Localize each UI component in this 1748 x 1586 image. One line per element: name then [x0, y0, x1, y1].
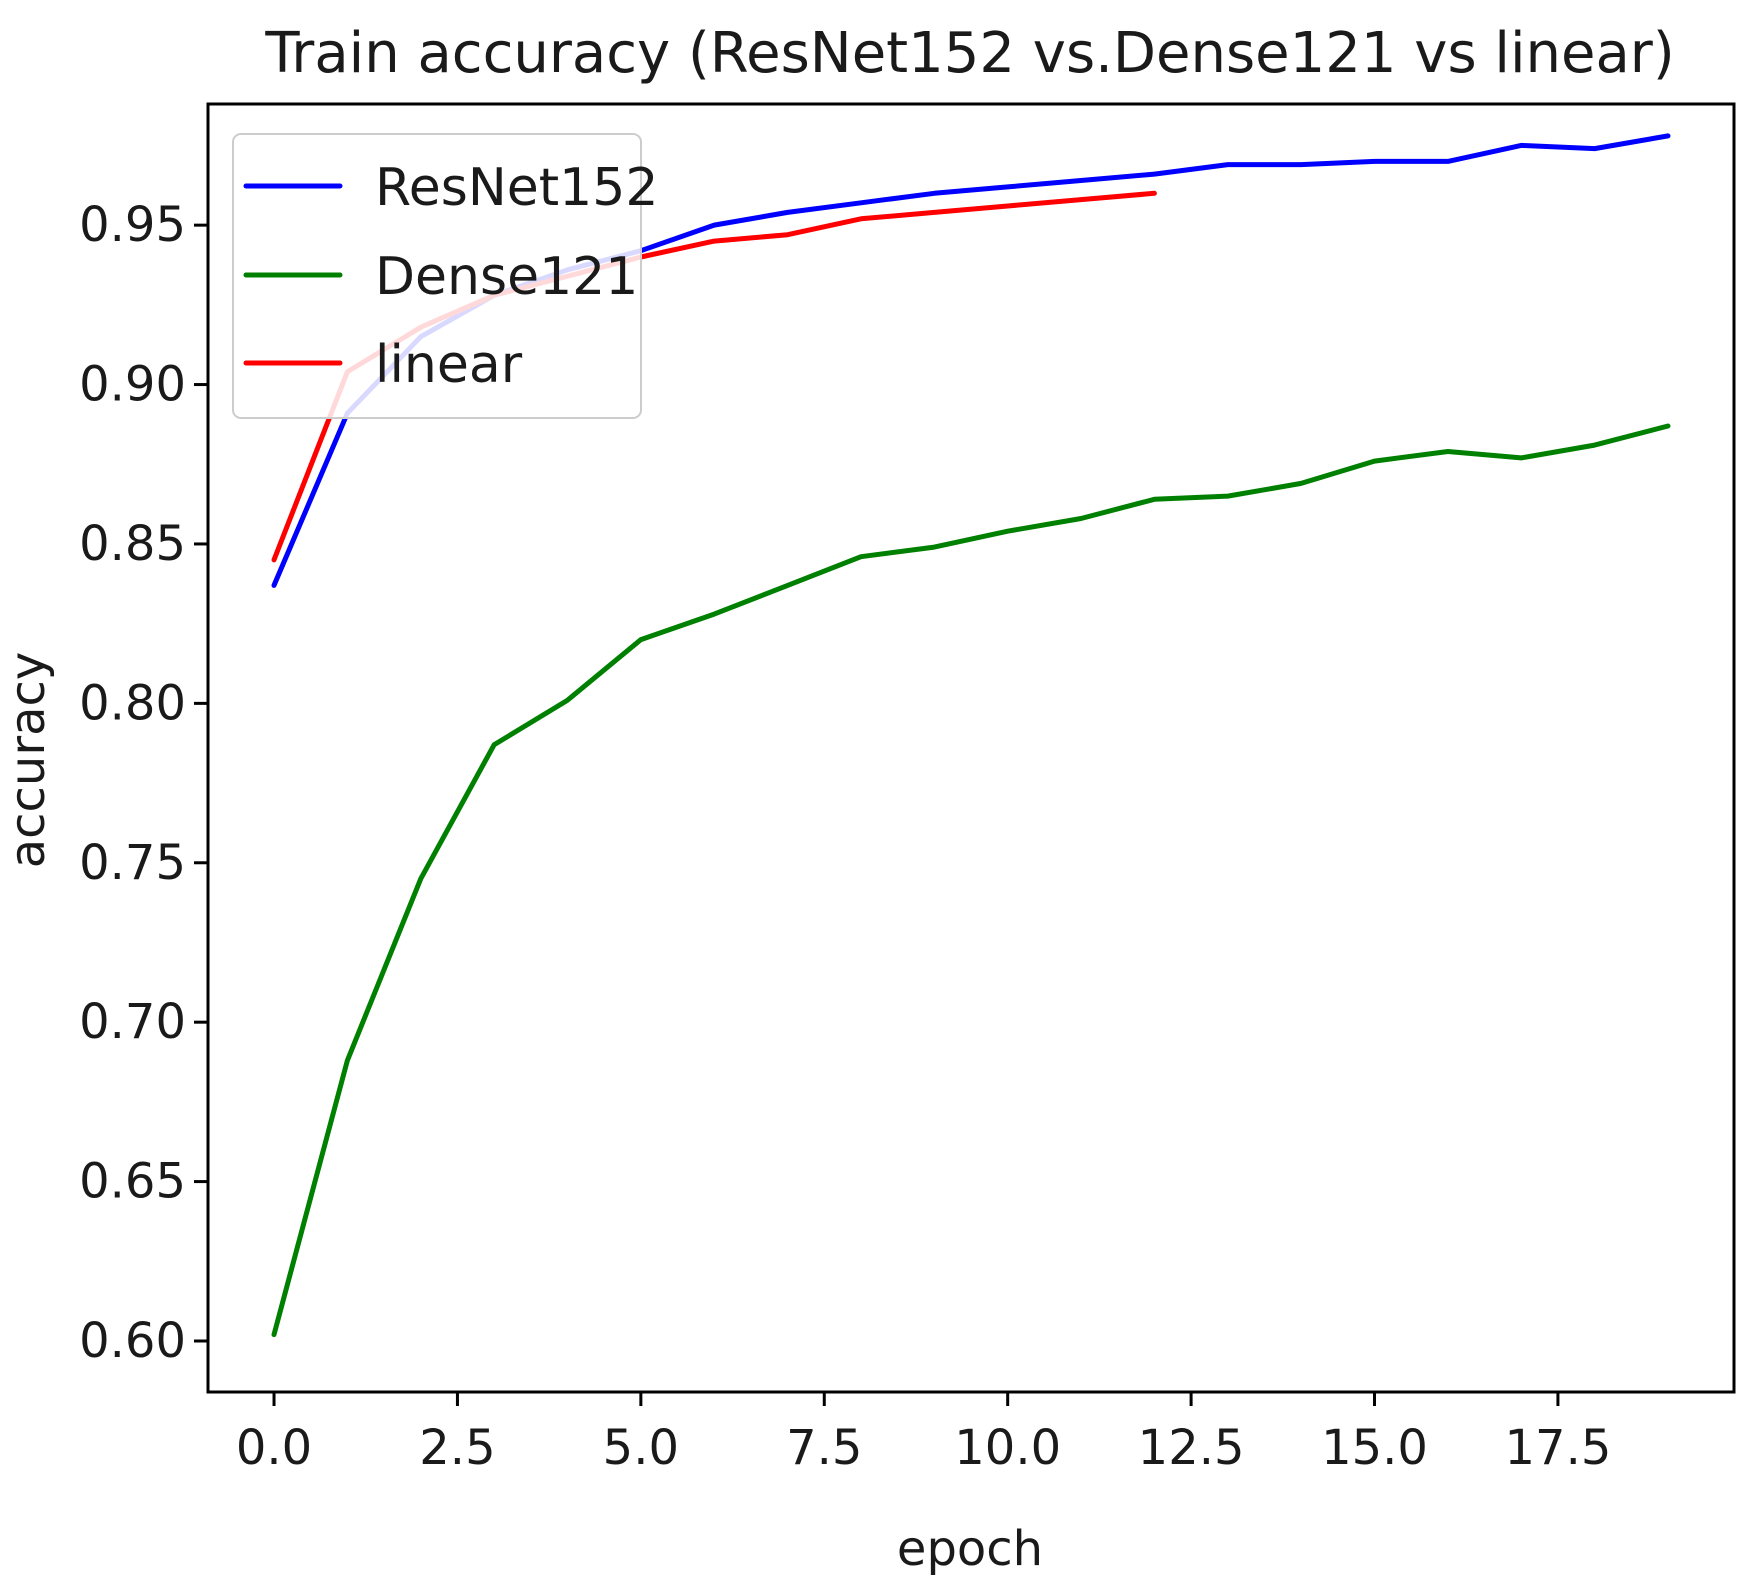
series-line-dense121 — [271, 423, 1671, 1338]
y-tick-label: 0.65 — [79, 1154, 186, 1210]
y-tick-label: 0.90 — [79, 357, 186, 413]
x-tick-label: 12.5 — [1138, 1420, 1245, 1476]
x-tick-label: 15.0 — [1321, 1420, 1428, 1476]
y-tick-label: 0.95 — [79, 197, 186, 253]
legend-label-resnet152: ResNet152 — [375, 158, 658, 218]
x-axis-ticks: 0.0 2.5 5.0 7.5 10.0 12.5 15.0 17.5 — [236, 1392, 1611, 1476]
y-tick-label: 0.75 — [79, 835, 186, 891]
x-tick-label: 17.5 — [1504, 1420, 1611, 1476]
y-tick-label: 0.60 — [79, 1313, 186, 1369]
y-axis-label: accuracy — [0, 652, 56, 869]
x-tick-label: 2.5 — [419, 1420, 495, 1476]
legend-box — [232, 133, 642, 419]
legend: ResNet152 Dense121 linear — [232, 133, 658, 419]
x-tick-label: 10.0 — [954, 1420, 1061, 1476]
x-tick-label: 5.0 — [603, 1420, 679, 1476]
chart-title: Train accuracy (ResNet152 vs.Dense121 vs… — [264, 21, 1674, 86]
y-axis-ticks: 0.60 0.65 0.70 0.75 0.80 0.85 0.90 0.95 — [79, 197, 208, 1369]
legend-label-linear: linear — [375, 335, 523, 395]
y-tick-label: 0.85 — [79, 516, 186, 572]
y-tick-label: 0.70 — [79, 994, 186, 1050]
x-axis-label: epoch — [897, 1521, 1043, 1577]
x-tick-label: 7.5 — [786, 1420, 862, 1476]
y-tick-label: 0.80 — [79, 675, 186, 731]
x-tick-label: 0.0 — [236, 1420, 312, 1476]
legend-label-dense121: Dense121 — [375, 247, 638, 307]
